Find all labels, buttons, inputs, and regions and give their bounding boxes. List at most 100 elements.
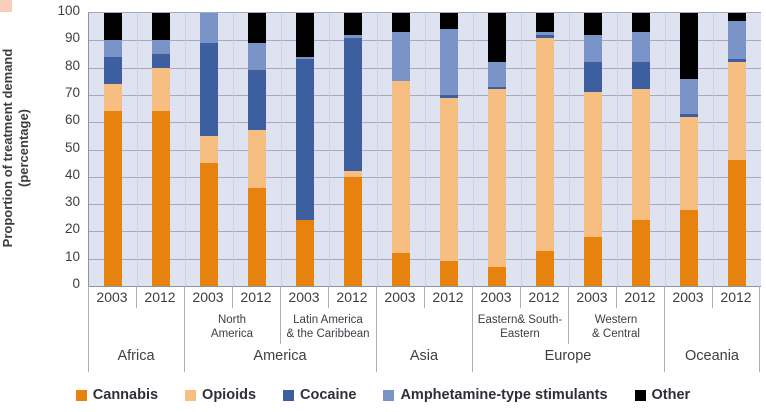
bar-segment-opioids xyxy=(200,135,218,164)
subregion-label-line: Eastern xyxy=(500,328,540,341)
plot-area xyxy=(88,12,761,287)
legend-swatch-amphetamine-type-stimulants xyxy=(383,389,395,401)
bar-segment-opioids xyxy=(104,83,122,112)
y-tick-label-10: 10 xyxy=(64,248,80,264)
year-label: 2012 xyxy=(432,289,464,305)
legend-label: Amphetamine-type stimulants xyxy=(400,387,608,403)
legend-label: Other xyxy=(651,387,691,403)
y-tick-label-80: 80 xyxy=(64,57,80,73)
slot-divider xyxy=(473,13,474,286)
subregion-label-north-america: North America xyxy=(184,313,280,342)
subregion-label-line: & the Caribbean xyxy=(286,328,370,341)
legend-item-cocaine: Cocaine xyxy=(283,387,356,403)
bar-segment-other xyxy=(584,13,602,35)
bar-segment-cocaine xyxy=(632,62,650,90)
bar-segment-opioids xyxy=(488,89,506,267)
bar-segment-amphetamine-type-stimulants xyxy=(488,62,506,87)
legend-swatch-other xyxy=(634,389,646,401)
bar-segment-cocaine xyxy=(248,70,266,131)
bar-segment-other xyxy=(488,13,506,63)
category-separator xyxy=(232,286,233,308)
year-label: 2003 xyxy=(384,289,416,305)
year-label: 2012 xyxy=(624,289,656,305)
continent-label-africa: Africa xyxy=(117,348,155,364)
bar-segment-cocaine xyxy=(344,37,362,172)
bar-segment-cocaine xyxy=(536,34,554,38)
bar-segment-opioids xyxy=(584,92,602,237)
bar-segment-opioids xyxy=(632,89,650,221)
category-separator xyxy=(759,286,760,372)
bar-segment-amphetamine-type-stimulants xyxy=(200,13,218,44)
continent-label-europe: Europe xyxy=(544,348,592,364)
category-separator xyxy=(184,286,185,372)
slot-divider xyxy=(665,13,666,286)
slot-divider xyxy=(569,13,570,286)
bar-segment-cocaine xyxy=(584,62,602,93)
bar-segment-amphetamine-type-stimulants xyxy=(440,29,458,95)
bar-segment-cannabis xyxy=(344,176,362,286)
legend-item-other: Other xyxy=(634,387,691,403)
bar-segment-cannabis xyxy=(152,111,170,286)
y-tick-label-30: 30 xyxy=(64,194,80,210)
slot-divider xyxy=(233,13,234,286)
bar-segment-other xyxy=(344,13,362,35)
bar-segment-cannabis xyxy=(680,209,698,286)
bar-segment-cocaine xyxy=(440,94,458,98)
category-separator xyxy=(664,286,665,372)
bar-segment-other xyxy=(152,13,170,41)
bar-segment-cocaine xyxy=(488,86,506,90)
bar-segment-cannabis xyxy=(728,160,746,286)
slot-divider xyxy=(425,13,426,286)
legend-label: Cocaine xyxy=(300,387,357,403)
slot-divider xyxy=(185,13,186,286)
corner-mark xyxy=(0,0,12,12)
subregion-label-line: Western xyxy=(594,314,638,326)
x-axis: 2003 2012 Africa 2003 2012 North America 2003 20… xyxy=(88,286,760,374)
legend-label: Opioids xyxy=(202,387,257,403)
bar-segment-amphetamine-type-stimulants xyxy=(392,32,410,82)
y-tick-label-50: 50 xyxy=(64,139,80,155)
subregion-label-western-central: Western & Central xyxy=(568,313,664,342)
legend: Cannabis Opioids Cocaine Amphetamine-type s… xyxy=(0,387,766,403)
year-label: 2012 xyxy=(240,289,272,305)
year-label: 2003 xyxy=(480,289,512,305)
bar-segment-cocaine xyxy=(680,114,698,117)
slot-divider xyxy=(137,13,138,286)
bar-segment-other xyxy=(440,13,458,30)
bar-segment-opioids xyxy=(728,62,746,161)
bar-segment-amphetamine-type-stimulants xyxy=(248,43,266,71)
subregion-label-latin-america-the-caribbean: Latin America & the Caribbean xyxy=(280,313,376,342)
bar-segment-cannabis xyxy=(296,220,314,286)
bar-segment-other xyxy=(536,13,554,33)
category-separator xyxy=(88,286,89,372)
category-separator xyxy=(280,286,281,344)
y-tick-label-0: 0 xyxy=(72,276,80,291)
category-separator xyxy=(472,286,473,372)
bar-segment-cannabis xyxy=(248,187,266,286)
bar-segment-amphetamine-type-stimulants xyxy=(728,21,746,60)
bar-segment-cocaine xyxy=(152,53,170,68)
bar-segment-cannabis xyxy=(536,250,554,286)
year-label: 2003 xyxy=(192,289,224,305)
subregion-label-line: America xyxy=(210,328,254,341)
bar-segment-cocaine xyxy=(296,59,314,221)
bar-segment-amphetamine-type-stimulants xyxy=(584,34,602,63)
bar-segment-amphetamine-type-stimulants xyxy=(104,40,122,57)
slot-divider xyxy=(377,13,378,286)
year-label: 2012 xyxy=(528,289,560,305)
y-tick-label-90: 90 xyxy=(64,30,80,46)
bar-segment-amphetamine-type-stimulants xyxy=(680,78,698,115)
bar-segment-other xyxy=(248,13,266,44)
bar-segment-opioids xyxy=(392,81,410,254)
bar-segment-amphetamine-type-stimulants xyxy=(152,40,170,54)
year-label: 2012 xyxy=(144,289,176,305)
bar-segment-cannabis xyxy=(392,253,410,286)
slot-divider xyxy=(281,13,282,286)
bar-segment-opioids xyxy=(536,37,554,251)
legend-swatch-cannabis xyxy=(75,389,87,401)
bar-segment-amphetamine-type-stimulants xyxy=(536,32,554,35)
category-separator xyxy=(568,286,569,344)
year-label: 2003 xyxy=(576,289,608,305)
bar-segment-cocaine xyxy=(200,43,218,136)
